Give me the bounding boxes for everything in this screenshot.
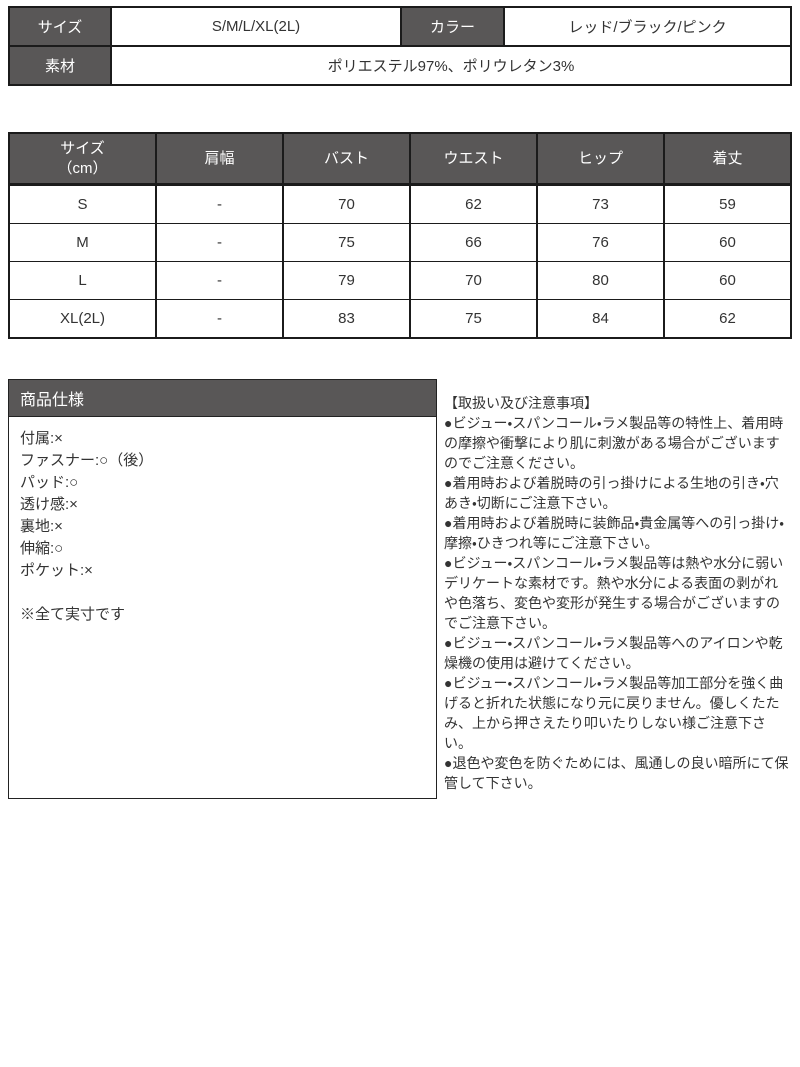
length-cell: 59 [663, 184, 792, 224]
precaution-item: ●退色や変色を防ぐためには、風通しの良い暗所にて保管して下さい。 [444, 755, 789, 791]
size-table-header-row: サイズ （cm） 肩幅 バスト ウエスト ヒップ 着丈 [8, 132, 792, 186]
length-cell: 60 [663, 223, 792, 262]
precaution-item: ●ビジュー・スパンコール・ラメ製品等加工部分を強く曲げると折れた状態になり元に戻… [444, 675, 784, 751]
bust-cell: 83 [282, 299, 411, 339]
precaution-item: ●ビジュー・スパンコール・ラメ製品等の特性上、着用時の摩擦や衝撃により肌に刺激が… [444, 415, 784, 471]
header-shoulder: 肩幅 [155, 132, 284, 186]
precaution-item: ●ビジュー・スパンコール・ラメ製品等へのアイロンや乾燥機の使用は避けてください。 [444, 635, 783, 671]
size-label: サイズ [10, 8, 110, 45]
size-value: S/M/L/XL(2L) [110, 8, 400, 45]
material-label: 素材 [10, 47, 110, 84]
spec-item-pad: パッド:○ [20, 474, 79, 491]
spec-item-sheerness: 透け感:× [20, 496, 78, 513]
hip-cell: 84 [536, 299, 665, 339]
spec-item-fastener: ファスナー:○（後） [20, 452, 154, 469]
material-value: ポリエステル97%、ポリウレタン3% [110, 47, 790, 84]
size-name-cell: XL(2L) [8, 299, 157, 339]
bust-cell: 79 [282, 261, 411, 300]
shoulder-cell: - [155, 261, 284, 300]
header-hip: ヒップ [536, 132, 665, 186]
bottom-section: 商品仕様 付属:× ファスナー:○（後） パッド:○ 透け感:× 裏地:× 伸縮… [8, 379, 792, 799]
size-name-cell: L [8, 261, 157, 300]
shoulder-cell: - [155, 223, 284, 262]
shoulder-cell: - [155, 299, 284, 339]
color-value: レッド/ブラック/ピンク [503, 8, 790, 45]
length-cell: 60 [663, 261, 792, 300]
spec-item-stretch: 伸縮:○ [20, 540, 64, 557]
spec-item-lining: 裏地:× [20, 518, 63, 535]
precautions-title: 【取扱い及び注意事項】 [444, 395, 598, 411]
header-length: 着丈 [663, 132, 792, 186]
hip-cell: 80 [536, 261, 665, 300]
waist-cell: 75 [409, 299, 538, 339]
handling-precautions: 【取扱い及び注意事項】 ●ビジュー・スパンコール・ラメ製品等の特性上、着用時の摩… [444, 379, 792, 793]
spec-item-fuzoku: 付属:× [20, 430, 63, 447]
table-row: S - 70 62 73 59 [8, 184, 792, 224]
length-cell: 62 [663, 299, 792, 339]
header-size-line1: サイズ [60, 139, 105, 157]
bust-cell: 75 [282, 223, 411, 262]
table-row: L - 79 70 80 60 [8, 261, 792, 300]
waist-cell: 70 [409, 261, 538, 300]
product-spec-box: 商品仕様 付属:× ファスナー:○（後） パッド:○ 透け感:× 裏地:× 伸縮… [8, 379, 437, 799]
spec-item-pocket: ポケット:× [20, 562, 93, 579]
bust-cell: 70 [282, 184, 411, 224]
info-row-material: 素材 ポリエステル97%、ポリウレタン3% [10, 45, 790, 84]
info-row-size-color: サイズ S/M/L/XL(2L) カラー レッド/ブラック/ピンク [10, 8, 790, 45]
table-row: M - 75 66 76 60 [8, 223, 792, 262]
precaution-item: ●着用時および着脱時の引っ掛けによる生地の引き・穴あき・切断にご注意下さい。 [444, 475, 779, 511]
precaution-item: ●ビジュー・スパンコール・ラメ製品等は熱や水分に弱いデリケートな素材です。熱や水… [444, 555, 784, 631]
header-waist: ウエスト [409, 132, 538, 186]
size-name-cell: M [8, 223, 157, 262]
size-measurement-table: サイズ （cm） 肩幅 バスト ウエスト ヒップ 着丈 S - 70 62 73… [8, 132, 792, 339]
spec-box-title: 商品仕様 [9, 380, 436, 417]
color-label: カラー [400, 8, 503, 45]
spec-note-actual-size: ※全て実寸です [20, 606, 126, 623]
product-info-table: サイズ S/M/L/XL(2L) カラー レッド/ブラック/ピンク 素材 ポリエ… [8, 6, 792, 86]
shoulder-cell: - [155, 184, 284, 224]
precaution-item: ●着用時および着脱時に装飾品・貴金属等への引っ掛け・摩擦・ひきつれ等にご注意下さ… [444, 515, 784, 551]
header-size-cm: サイズ （cm） [8, 132, 157, 186]
hip-cell: 76 [536, 223, 665, 262]
size-name-cell: S [8, 184, 157, 224]
table-row: XL(2L) - 83 75 84 62 [8, 299, 792, 339]
hip-cell: 73 [536, 184, 665, 224]
waist-cell: 62 [409, 184, 538, 224]
header-bust: バスト [282, 132, 411, 186]
header-size-line2: （cm） [57, 159, 108, 177]
spec-box-body: 付属:× ファスナー:○（後） パッド:○ 透け感:× 裏地:× 伸縮:○ ポケ… [9, 417, 436, 637]
waist-cell: 66 [409, 223, 538, 262]
